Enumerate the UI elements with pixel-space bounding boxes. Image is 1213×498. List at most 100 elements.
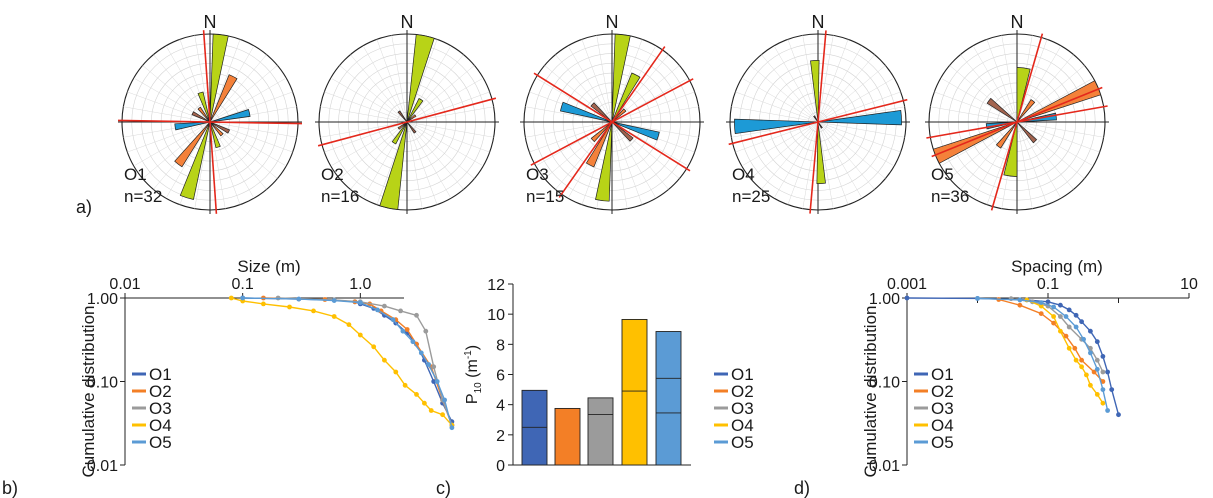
legend-label-O5: O5 [731,433,754,452]
rose-grid-spoke [1016,121,1048,205]
rose-plane-line [558,46,666,198]
y-tick-label: 0.01 [869,458,900,475]
data-point-O2 [1051,320,1056,326]
rose-petal [817,121,823,129]
x-tick-label: 0.1 [232,276,254,293]
rose-grid-spoke [787,39,819,123]
series-line-O4 [231,297,453,426]
rose-grid-spoke [731,121,819,138]
rose-grid-spoke [960,54,1018,123]
rose-grid-spoke [376,121,408,205]
rose-petal [174,121,211,168]
data-point-O4 [422,400,427,406]
rose-plane-line [931,86,1103,158]
rose-grid-spoke [817,121,849,205]
rose-grid-spoke [817,121,901,153]
rose-grid-spoke [525,121,613,138]
data-point-O5 [1073,324,1079,330]
data-point-O1 [1066,307,1072,313]
rose-grid-spoke [596,35,613,123]
panel-label-a: a) [76,197,92,217]
data-point-O1 [1100,354,1106,359]
legend-label-O4: O4 [931,416,954,435]
rose-petal [816,121,826,184]
rose-grid-spoke [209,121,293,153]
data-point-O4 [287,304,292,310]
data-point-O1 [1073,312,1079,318]
rose-grid-spoke [735,91,819,123]
rose-grid-spoke [123,106,211,123]
data-point-O4 [1066,345,1072,351]
y-tick-label: 0.10 [869,375,900,392]
rose-grid-spoke [817,121,834,209]
data-point-O2 [1091,369,1097,375]
rose-petal [209,109,251,123]
rose-grid-spoke [406,39,438,123]
rose-grid-spoke [1016,77,1094,123]
data-point-O1 [904,295,910,301]
y-axis-title-unit-close: ) [464,345,481,350]
data-point-O4 [357,332,363,338]
panel-label-b: b) [2,478,18,498]
rose-grid-spoke [567,45,613,123]
data-point-O4 [414,392,419,397]
rose-grid-spoke [194,121,211,209]
rose-O5: N O5 n=36 [925,12,1109,214]
rose-grid-spoke [986,121,1018,205]
legend-label-O3: O3 [731,399,754,418]
rose-plane-line [809,30,827,214]
data-point-O3 [1008,296,1014,302]
y-axis-title: P10 (m-1) [463,345,484,404]
rose-grid-spoke [817,39,849,123]
rose-O2: N O2 n=16 [315,12,499,214]
rose-grid-spoke [611,39,643,123]
rose-grid-spoke [406,121,464,190]
rose-count-label: n=25 [732,187,770,206]
data-point-O5 [1088,350,1093,356]
rose-petal [209,121,224,137]
y-tick-label: 10 [487,307,505,324]
data-point-O5 [1105,408,1110,413]
rose-grid-spoke [133,121,211,167]
y-axis-title-unit: (m [464,359,481,382]
data-point-O4 [1073,357,1079,363]
y-axis-title-main: P [464,393,481,404]
legend-label-O3: O3 [931,399,954,418]
rose-petal [611,121,660,141]
rose-count-label: n=32 [124,187,162,206]
rose-petal [209,74,238,123]
legend-label-O5: O5 [931,433,954,452]
data-point-O1 [1079,319,1084,325]
rose-grid-spoke [986,39,1018,123]
rose-grid-spoke [362,45,408,123]
rose-grid-spoke [555,121,613,190]
rose-grid-spoke [209,121,297,138]
data-point-O2 [1017,302,1023,308]
rose-petal [179,121,211,200]
rose-petal [197,106,211,123]
rose-count-label: n=16 [321,187,359,206]
y-tick-label: 8 [496,337,505,354]
y-tick-label: 1.00 [869,291,900,308]
data-point-O5 [1100,387,1106,392]
data-point-O4 [1084,372,1089,378]
rose-north-label: N [1011,12,1024,32]
rose-petal [611,108,627,123]
rose-grid-spoke [209,65,278,123]
rose-grid-spoke [330,121,408,167]
rose-petal [611,121,634,142]
data-point-O5 [390,317,396,323]
rose-grid-spoke [611,121,669,190]
data-point-O5 [442,397,447,403]
rose-petal [734,118,819,134]
rose-grid-spoke [165,45,211,123]
data-point-O4 [331,314,337,319]
rose-grid-spoke [1016,39,1048,123]
data-point-O4 [440,412,445,418]
rose-grid-spoke [1001,35,1018,123]
rose-grid-spoke [802,121,819,209]
data-point-O5 [375,307,380,313]
rose-grid-spoke [1016,65,1085,123]
rose-grid-spoke [320,121,408,138]
